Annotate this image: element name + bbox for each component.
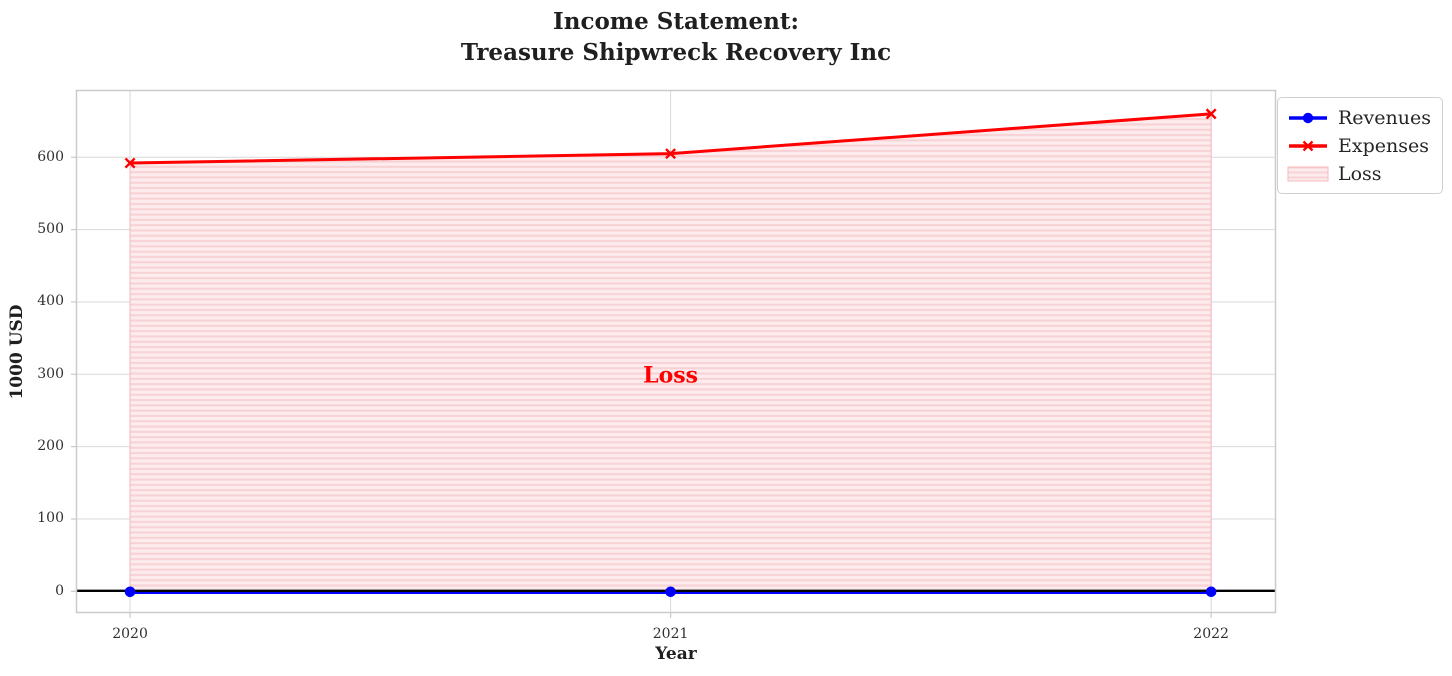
series-group [76,108,1276,598]
x-axis-label: Year [655,644,697,664]
loss-sample-patch [1287,166,1329,181]
plot-border [75,89,1277,614]
revenues-marker [665,586,676,598]
x-tick-label: 2021 [652,626,689,642]
chart-title: Income Statement: Treasure Shipwreck Rec… [76,6,1276,68]
legend-label-revenues: Revenues [1338,106,1431,129]
legend-label-expenses: Expenses [1338,134,1429,157]
y-tick-label: 500 [37,221,64,238]
y-axis-label: 1000 USD [7,304,27,400]
loss-area [129,113,1212,592]
annotation-group: Loss [75,89,1277,614]
loss-patch-sample-icon [1287,166,1329,181]
y-tick-label: 0 [55,582,64,599]
expenses-marker [665,148,677,160]
revenues-marker [1205,586,1217,598]
legend-item-revenues: Revenues [1287,104,1433,131]
legend: Revenues Expenses Loss [1277,97,1443,194]
chart-title-line1: Income Statement: [552,8,799,35]
chart-canvas: Loss [71,89,1277,618]
plot-area: Loss [71,89,1277,618]
y-tick-label: 100 [37,510,64,527]
revenues-line-sample-icon [1289,112,1327,123]
x-tick-label: 2022 [1193,626,1229,642]
expenses-sample-marker [1302,140,1314,151]
y-tick-label: 600 [37,148,64,165]
loss-area-group [129,113,1212,592]
revenues-marker [124,586,136,598]
x-tick-label: 2020 [112,626,148,642]
y-tick-label: 200 [37,438,64,455]
y-tick-label: 300 [37,365,64,382]
chart-title-line2: Treasure Shipwreck Recovery Inc [460,39,892,66]
revenues-sample-marker [1302,112,1314,123]
expenses-marker [124,157,136,169]
expenses-marker [1205,108,1217,120]
legend-item-loss: Loss [1287,160,1433,187]
y-tick-label: 400 [37,293,64,310]
legend-label-loss: Loss [1338,162,1382,185]
loss-annotation: Loss [643,362,698,388]
legend-item-expenses: Expenses [1287,132,1433,159]
expenses-line-sample-icon [1289,140,1327,151]
